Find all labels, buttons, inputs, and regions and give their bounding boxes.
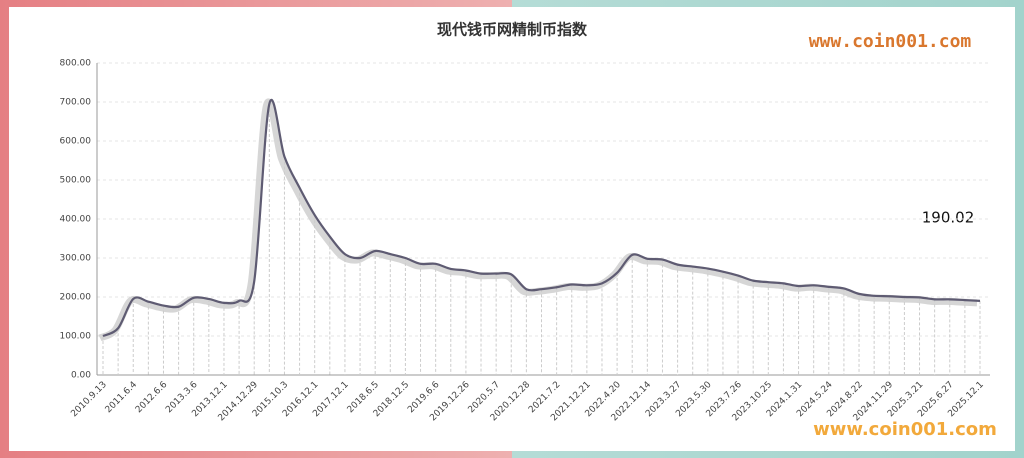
- line: [102, 99, 981, 338]
- y-tick-label: 600.00: [60, 137, 92, 147]
- panel: [9, 7, 1015, 451]
- chart-title: 现代钱币网精制币指数: [437, 21, 588, 39]
- y-tick-label: 200.00: [60, 293, 92, 303]
- y-tick-label: 800.00: [60, 59, 92, 69]
- x-tick-label: 2011.6.4: [104, 380, 140, 416]
- annotation: 190.02: [922, 209, 975, 227]
- y-tick-label: 400.00: [60, 215, 92, 225]
- watermark: www.coin001.com: [809, 31, 972, 52]
- y-tick-label: 100.00: [60, 332, 92, 342]
- x-tick-label: 2012.6.6: [134, 380, 170, 416]
- y-tick-label: 300.00: [60, 254, 92, 264]
- watermark: www.coin001.com: [813, 419, 997, 440]
- y-tick-label: 500.00: [60, 176, 92, 186]
- x-tick-label: 2010.9.13: [69, 380, 108, 419]
- y-tick-label: 0.00: [71, 371, 91, 381]
- line-shadow: [98, 98, 978, 342]
- y-tick-label: 700.00: [60, 98, 92, 108]
